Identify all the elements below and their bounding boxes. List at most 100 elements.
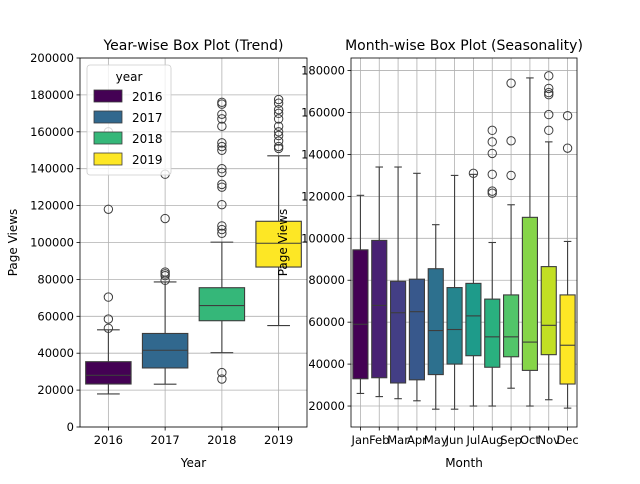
outlier-point <box>217 182 227 192</box>
year-wise-box-plot: 0 20000 40000 60000 80000 100000 120000 140000 1… <box>6 38 308 470</box>
y-tick-label: 140000 <box>301 147 345 161</box>
right-x-axis-label: Month <box>445 456 483 470</box>
right-y-axis-label: Page Views <box>276 209 290 277</box>
outlier-point <box>273 108 284 119</box>
outlier-point <box>544 83 554 94</box>
outlier-point <box>273 136 284 146</box>
y-tick-label: 120000 <box>30 199 74 213</box>
outlier-point <box>103 292 114 302</box>
box-Feb <box>371 166 388 398</box>
outlier-point <box>506 136 516 146</box>
outlier-point <box>273 114 284 124</box>
iqr-box <box>198 287 246 322</box>
iqr-box <box>465 282 482 357</box>
legend-label: 2017 <box>132 111 163 125</box>
x-tick-label: Jun <box>445 433 464 447</box>
iqr-box <box>502 294 520 358</box>
outlier-point <box>562 143 573 153</box>
box-2019 <box>255 94 302 327</box>
outlier-point <box>217 164 227 174</box>
box-Nov <box>540 71 557 401</box>
iqr-box <box>389 280 407 384</box>
iqr-box <box>521 216 539 371</box>
right-boxes <box>352 71 576 410</box>
y-tick-label: 40000 <box>37 346 74 360</box>
box-Jan <box>352 194 369 395</box>
iqr-box <box>255 220 302 268</box>
left-x-axis-label: Year <box>180 456 206 470</box>
box-2017 <box>141 169 189 385</box>
outlier-point <box>217 179 227 190</box>
iqr-box <box>540 266 557 356</box>
outlier-point <box>544 87 554 98</box>
outlier-point <box>103 323 114 333</box>
y-tick-label: 20000 <box>37 383 74 397</box>
box-Aug <box>484 125 501 407</box>
y-tick-label: 180000 <box>30 88 74 102</box>
box-2016 <box>85 127 132 395</box>
y-tick-label: 0 <box>67 420 74 434</box>
legend-label: 2019 <box>132 153 163 167</box>
outlier-point <box>103 204 114 214</box>
iqr-box <box>484 298 501 368</box>
y-tick-label: 120000 <box>301 189 345 203</box>
outlier-point <box>273 127 284 137</box>
y-tick-label: 80000 <box>37 272 74 286</box>
outlier-point <box>217 228 227 238</box>
x-tick-label: 2016 <box>94 433 123 447</box>
iqr-box <box>352 249 369 380</box>
right-chart-title: Month-wise Box Plot (Seasonality) <box>345 38 583 54</box>
iqr-box <box>371 239 388 379</box>
outlier-point <box>273 104 284 115</box>
box-Dec <box>559 110 576 409</box>
x-tick-label: Jul <box>465 433 480 447</box>
box-Mar <box>389 166 407 400</box>
outlier-point <box>544 71 554 81</box>
month-wise-box-plot: 20000 40000 60000 80000 100000 120000 140000 16… <box>276 38 583 470</box>
legend-entries: 2016 2017 2018 2019 <box>93 89 163 167</box>
outlier-point <box>487 186 497 196</box>
box-Apr <box>408 172 425 402</box>
outlier-point <box>487 125 497 136</box>
outlier-point <box>468 168 479 179</box>
outlier-point <box>273 94 284 105</box>
y-tick-label: 200000 <box>30 51 74 65</box>
box-May <box>427 224 444 410</box>
x-tick-label: 2018 <box>207 433 236 447</box>
outlier-point <box>217 224 227 235</box>
y-tick-label: 40000 <box>308 357 345 371</box>
legend-swatch <box>93 131 123 145</box>
outlier-point <box>562 110 573 121</box>
x-tick-label: Sep <box>500 433 522 447</box>
y-tick-label: 140000 <box>30 162 74 176</box>
x-tick-label: Mar <box>387 433 409 447</box>
y-tick-label: 20000 <box>308 399 345 413</box>
outlier-point <box>217 167 227 178</box>
left-legend: year 2016 2017 2018 2019 <box>86 64 172 176</box>
right-y-ticks: 20000 40000 60000 80000 100000 120000 140000 16… <box>301 64 351 413</box>
x-tick-label: 2017 <box>150 433 179 447</box>
outlier-point <box>273 141 284 152</box>
outlier-point <box>217 367 227 378</box>
x-tick-label: Oct <box>520 433 540 447</box>
right-axes-frame <box>350 57 578 428</box>
left-y-ticks: 0 20000 40000 60000 80000 100000 120000 140000 1… <box>30 51 80 434</box>
outlier-point <box>103 314 114 324</box>
outlier-point <box>217 141 227 152</box>
box-Jul <box>465 168 482 407</box>
legend-title: year <box>116 70 143 84</box>
y-tick-label: 160000 <box>301 106 345 120</box>
y-tick-label: 60000 <box>37 309 74 323</box>
outlier-point <box>506 78 516 88</box>
outlier-point <box>544 109 554 120</box>
outlier-point <box>487 169 497 180</box>
iqr-box <box>408 278 425 381</box>
outlier-point <box>217 97 227 107</box>
x-tick-label: Apr <box>407 433 427 447</box>
box-Jun <box>446 174 463 410</box>
y-tick-label: 100000 <box>301 231 345 245</box>
box-Sep <box>502 78 520 389</box>
box-2018 <box>198 97 246 384</box>
